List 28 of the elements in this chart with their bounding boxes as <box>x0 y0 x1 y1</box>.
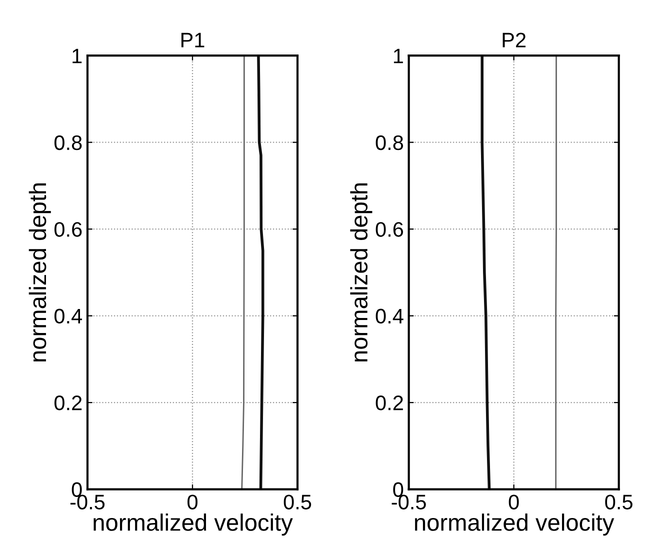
line-series <box>480 56 491 490</box>
x-tick-label: -0.5 <box>392 494 426 510</box>
y-tick-label: 0.6 <box>376 222 404 237</box>
y-tick-label: 0.6 <box>54 222 82 237</box>
line-series <box>257 56 264 490</box>
y-axis-title: normalized depth <box>28 183 51 362</box>
y-tick-label: 0 <box>393 482 404 498</box>
x-tick-label: -0.5 <box>70 494 105 510</box>
chart-title: P1 <box>181 32 204 48</box>
y-tick-label: 1 <box>72 48 82 64</box>
chart-title: P2 <box>502 32 526 48</box>
x-tick-label: 0.5 <box>284 494 312 510</box>
y-axis-title: normalized depth <box>350 183 372 362</box>
x-axis-title: normalized velocity <box>415 514 614 536</box>
y-tick-label: 0.2 <box>376 396 403 410</box>
y-tick-label: 0 <box>72 482 82 498</box>
y-tick-label: 0.2 <box>54 396 82 410</box>
x-tick-label: 0 <box>188 494 198 510</box>
line-series <box>241 56 245 490</box>
y-tick-label: 0.4 <box>54 308 82 324</box>
x-axis-title: normalized velocity <box>94 514 293 536</box>
x-tick-label: 0.5 <box>605 494 632 510</box>
y-tick-label: 0.4 <box>376 308 404 324</box>
y-tick-label: 0.8 <box>54 135 82 150</box>
y-tick-label: 1 <box>394 48 403 64</box>
x-tick-label: 0 <box>508 494 519 510</box>
line-series <box>555 56 557 490</box>
y-tick-label: 0.8 <box>376 135 404 150</box>
